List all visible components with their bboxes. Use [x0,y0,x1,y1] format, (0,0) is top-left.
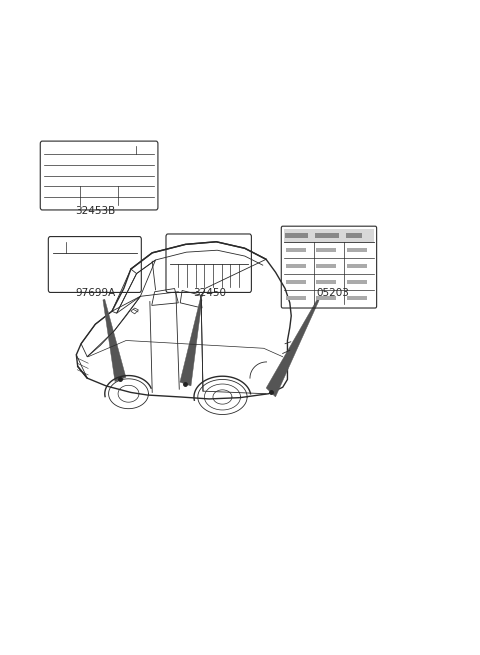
Bar [347,280,367,284]
Polygon shape [180,299,202,386]
Bar [286,265,306,268]
Bar [316,248,336,252]
Bar [285,233,308,238]
Bar [316,280,336,284]
Polygon shape [103,299,126,382]
Bar [286,296,306,300]
Text: 05203: 05203 [316,288,349,298]
Text: 32450: 32450 [192,288,226,298]
Polygon shape [266,299,319,397]
Text: 32453B: 32453B [75,206,115,215]
Bar [286,280,306,284]
Bar [284,229,374,242]
Bar [315,233,338,238]
Bar [286,248,306,252]
Bar [316,265,336,268]
Text: 97699A: 97699A [75,288,115,298]
Bar [347,265,367,268]
Bar [346,233,362,238]
Bar [316,296,336,300]
Bar [347,296,367,300]
Bar [347,248,367,252]
